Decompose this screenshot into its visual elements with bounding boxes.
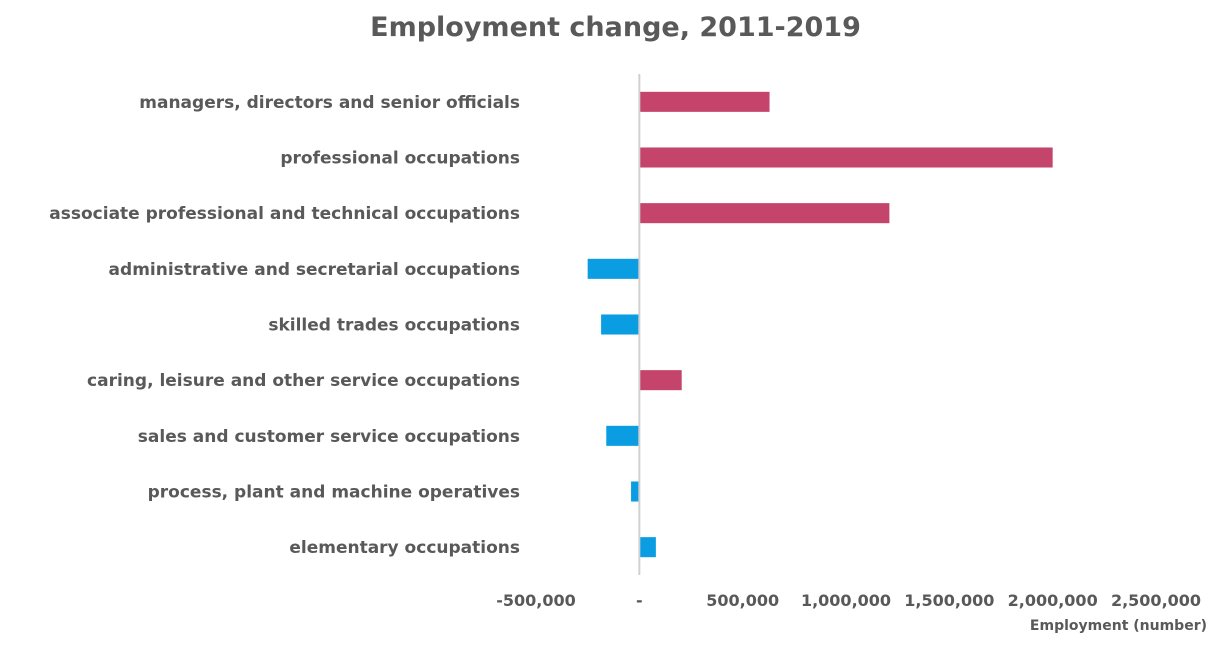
category-labels: managers, directors and senior officials… <box>49 93 520 558</box>
x-tick-label: 2,000,000 <box>1008 591 1098 610</box>
category-label: process, plant and machine operatives <box>148 483 520 503</box>
category-label: sales and customer service occupations <box>138 427 520 447</box>
bar <box>639 370 682 391</box>
bar <box>639 147 1053 168</box>
bar <box>601 314 640 335</box>
x-axis-title: Employment (number) <box>1030 618 1207 634</box>
category-label: managers, directors and senior officials <box>139 93 520 113</box>
bar <box>587 258 640 279</box>
category-label: associate professional and technical occ… <box>49 204 520 224</box>
x-tick-label: 500,000 <box>706 591 779 610</box>
x-tick-label: -500,000 <box>496 591 576 610</box>
bar <box>639 203 890 224</box>
x-tick-label: 1,500,000 <box>904 591 994 610</box>
x-tick-labels: -500,000-500,000 1,000,000 1,500,000 2,000,… <box>496 591 1201 610</box>
bar <box>639 91 770 112</box>
chart-title: Employment change, 2011-2019 <box>370 12 861 43</box>
category-label: caring, leisure and other service occupa… <box>87 371 520 391</box>
category-label: elementary occupations <box>289 538 520 558</box>
category-label: skilled trades occupations <box>268 316 520 336</box>
x-tick-label: 1,000,000 <box>801 591 891 610</box>
category-label: professional occupations <box>280 149 520 169</box>
x-tick-label: - <box>636 591 643 610</box>
bars-group <box>587 91 1053 558</box>
bar <box>606 425 640 446</box>
bar <box>639 537 656 558</box>
x-tick-label: 2,500,000 <box>1111 591 1201 610</box>
bar <box>631 481 640 502</box>
category-label: administrative and secretarial occupatio… <box>109 260 520 280</box>
